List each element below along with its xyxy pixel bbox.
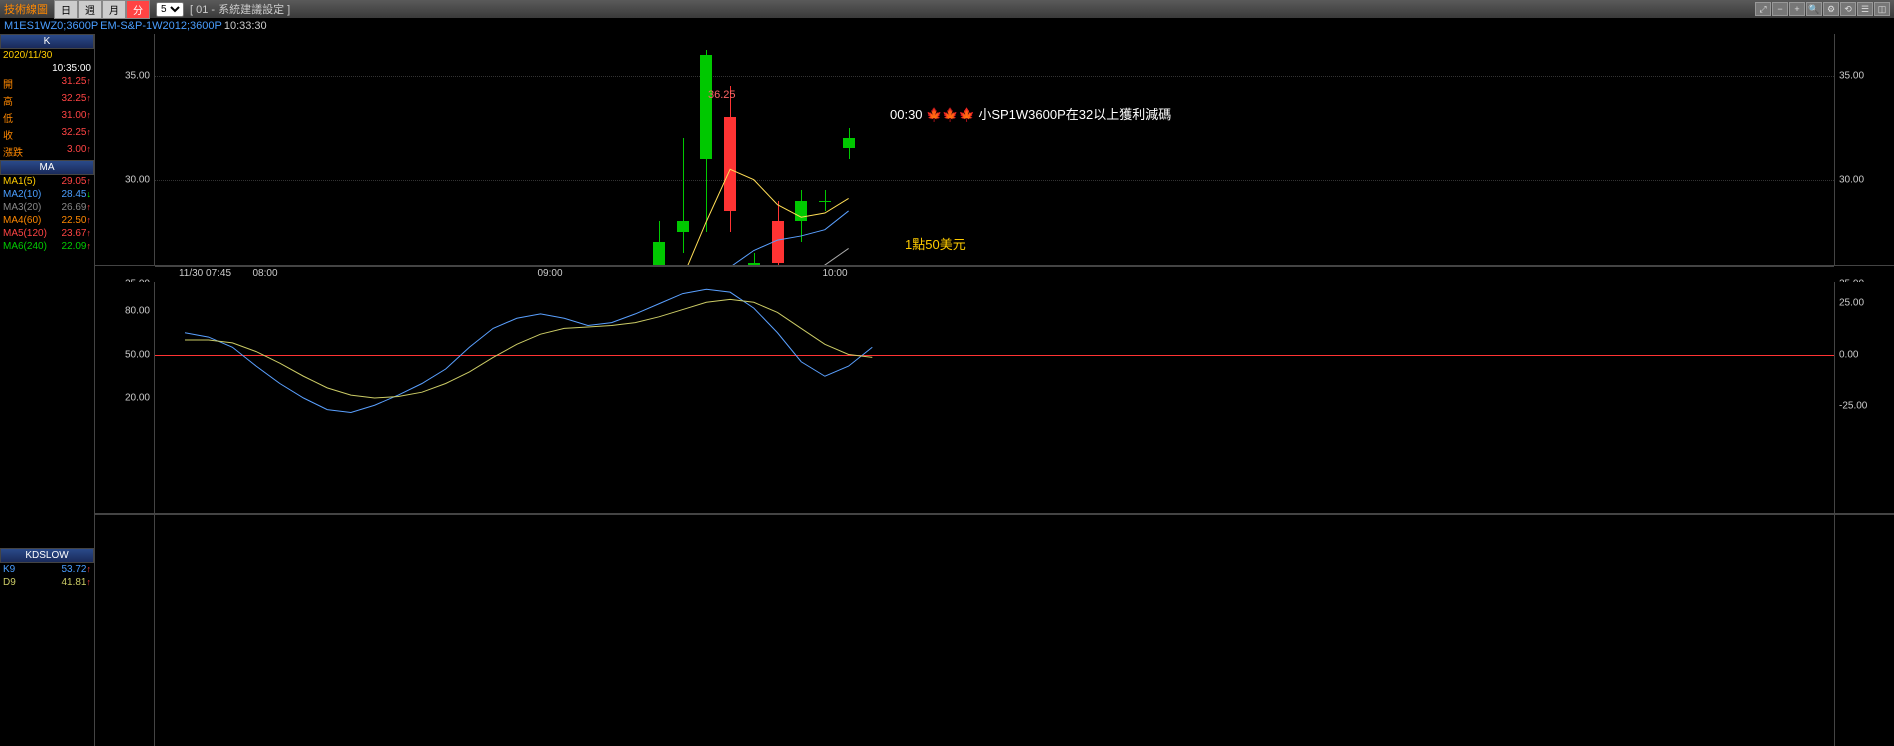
sidebar: K 2020/11/30 10:35:00 開31.25高32.25低31.00… [0,34,95,746]
blank-area [95,514,1894,746]
xtick: 10:00 [822,268,847,279]
yaxis-left-main: 15.0020.0025.0030.0035.00 [95,34,155,265]
tool-icon-1[interactable]: ⤢ [1755,2,1771,16]
candle [606,34,618,265]
candle [203,34,215,265]
candle [582,34,594,265]
toolbar: 技術線圖 日週月分 5 [ 01 - 系統建議設定 ] ⤢ − + 🔍 ⚙ ⟲ … [0,0,1894,18]
side-row: MA3(20)26.69 [0,201,94,214]
candle [298,34,310,265]
candle [653,34,665,265]
main-area: K 2020/11/30 10:35:00 開31.25高32.25低31.00… [0,34,1894,746]
candle [511,34,523,265]
candle-chart-row: 15.0020.0025.0030.0035.00 17.2536.2500:3… [95,34,1894,266]
xtick: 08:00 [252,268,277,279]
candle [487,34,499,265]
candle [700,34,712,265]
candle [226,34,238,265]
side-row: MA5(120)23.67 [0,227,94,240]
k-date: 2020/11/30 [0,49,94,62]
symbol-2: EM-S&P-1W2012;3600P [100,20,222,32]
candle [535,34,547,265]
side-row: 開31.25 [0,75,94,92]
candle [250,34,262,265]
candle [629,34,641,265]
tool-icon-6[interactable]: ⟲ [1840,2,1856,16]
chart-title: 技術線圖 [4,1,48,17]
candle [748,34,760,265]
side-row: D941.81 [0,576,94,589]
system-title: [ 01 - 系統建議設定 ] [190,1,290,17]
yaxis-right-kd: -25.000.0025.00 [1834,282,1894,513]
side-row: MA1(5)29.05 [0,175,94,188]
candle [724,34,736,265]
xaxis-main: 11/30 07:45 08:00 09:00 10:00 [155,266,1834,282]
ma-lines [155,34,1834,265]
candle [179,34,191,265]
candle-plot[interactable]: 17.2536.2500:30 🍁🍁🍁 小SP1W3600P在32以上獲利減碼1… [155,34,1834,265]
tool-icon-4[interactable]: 🔍 [1806,2,1822,16]
side-row: 低31.00 [0,109,94,126]
candle [345,34,357,265]
side-row: MA4(60)22.50 [0,214,94,227]
side-row: 漲跌3.00 [0,143,94,160]
tool-icon-8[interactable]: ◫ [1874,2,1890,16]
kd-plot[interactable] [155,282,1834,513]
candle [369,34,381,265]
info-bar: M1ES1WZ0;3600P EM-S&P-1W2012;3600P 10:33… [0,18,1894,34]
candle [843,34,855,265]
time-now: 10:33:30 [224,20,267,32]
kd-chart-row: 20.0050.0080.00 -25.000.0025.00 [95,282,1894,514]
annotation: 00:30 🍁🍁🍁 小SP1W3600P在32以上獲利減碼 [890,104,1171,123]
annotation: 36.25 [708,89,736,101]
yaxis-right-main: 20.0025.0030.0035.00 [1834,34,1894,265]
candle [677,34,689,265]
tool-icon-7[interactable]: ☰ [1857,2,1873,16]
side-row: 高32.25 [0,92,94,109]
candle [558,34,570,265]
charts-area: 15.0020.0025.0030.0035.00 17.2536.2500:3… [95,34,1894,746]
yaxis-left-kd: 20.0050.0080.00 [95,282,155,513]
symbol-1: M1ES1WZ0;3600P [4,20,98,32]
candle [321,34,333,265]
kd-lines [155,282,1834,513]
candle [463,34,475,265]
k-time: 10:35:00 [0,62,94,75]
timeframe-分[interactable]: 分 [126,0,150,19]
side-row: MA2(10)28.45 [0,188,94,201]
kd-header: KDSLOW [0,548,94,563]
tool-icon-3[interactable]: + [1789,2,1805,16]
candle [795,34,807,265]
timeframe-週[interactable]: 週 [78,0,102,19]
candle [392,34,404,265]
timeframe-日[interactable]: 日 [54,0,78,19]
tool-icon-5[interactable]: ⚙ [1823,2,1839,16]
interval-select[interactable]: 5 [156,2,184,17]
candle [440,34,452,265]
timeframe-buttons: 日週月分 [54,0,150,19]
tool-icon-2[interactable]: − [1772,2,1788,16]
xtick: 09:00 [537,268,562,279]
candle [772,34,784,265]
candle [274,34,286,265]
candle [819,34,831,265]
annotation: 1點50美元 [905,234,966,253]
k-header: K [0,34,94,49]
timeframe-月[interactable]: 月 [102,0,126,19]
ma-header: MA [0,160,94,175]
candle [416,34,428,265]
xtick: 11/30 07:45 [179,268,231,279]
side-row: 收32.25 [0,126,94,143]
side-row: MA6(240)22.09 [0,240,94,253]
side-row: K953.72 [0,563,94,576]
toolbar-right: ⤢ − + 🔍 ⚙ ⟲ ☰ ◫ [1755,2,1890,16]
